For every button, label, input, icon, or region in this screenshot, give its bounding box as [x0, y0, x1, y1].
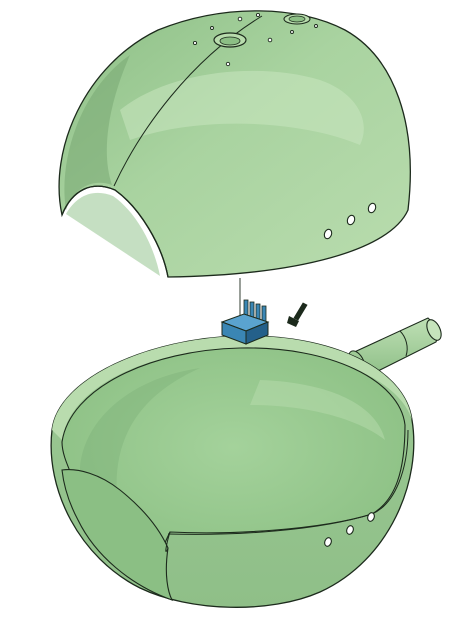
- lower-shell-rim-band: [52, 335, 412, 440]
- upper-shell-highlight: [120, 70, 364, 145]
- lower-inner-highlight: [250, 380, 385, 440]
- upper-shell-cutout-rim: [61, 185, 169, 278]
- upper-side-holes: [323, 202, 377, 240]
- insertion-tool: [287, 302, 308, 327]
- connector-right: [245, 321, 269, 345]
- lower-shell-cutout: [61, 469, 174, 601]
- connector: [220, 299, 270, 345]
- top-port-hole-2-inner: [288, 15, 306, 23]
- upper-shell: [58, 10, 411, 278]
- side-tube-ring: [399, 330, 408, 357]
- tool-shaft: [293, 302, 308, 321]
- side-tube-end: [426, 319, 442, 341]
- upper-shell-shadow: [64, 55, 130, 210]
- top-port-hole-inner: [219, 36, 241, 46]
- lower-inner-shade: [79, 368, 200, 520]
- upper-small-holes: [192, 12, 318, 67]
- tool-tip: [287, 316, 299, 327]
- lower-shell-cutout-edge: [165, 531, 171, 553]
- lower-side-holes: [324, 512, 375, 547]
- lower-shell: [50, 335, 415, 608]
- lower-shell-lip: [167, 429, 409, 535]
- upper-shell-cutout-inner: [66, 192, 160, 276]
